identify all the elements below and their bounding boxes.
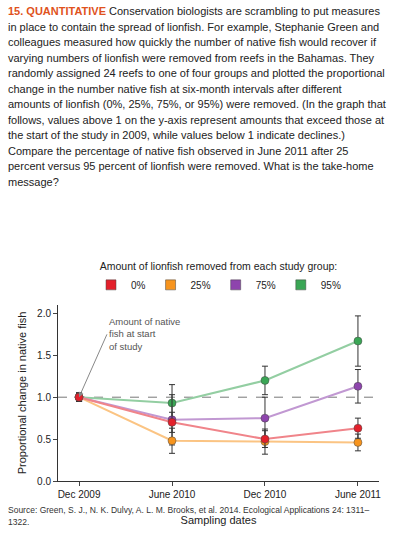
svg-text:95%: 95% [321, 280, 341, 291]
svg-text:Dec 2009: Dec 2009 [58, 489, 101, 500]
svg-text:2.0: 2.0 [37, 308, 51, 319]
svg-text:1.0: 1.0 [37, 392, 51, 403]
svg-text:June 2011: June 2011 [335, 489, 381, 500]
svg-text:June 2010: June 2010 [149, 489, 196, 500]
svg-text:Amount of nativefish at starto: Amount of nativefish at startof study [109, 316, 180, 352]
svg-text:25%: 25% [191, 280, 211, 291]
svg-text:Proportional change in native: Proportional change in native fish [16, 312, 28, 475]
svg-text:0%: 0% [131, 280, 146, 291]
svg-text:Amount of lionfish removed fro: Amount of lionfish removed from each stu… [100, 260, 338, 272]
svg-text:75%: 75% [256, 280, 276, 291]
svg-text:0.0: 0.0 [37, 476, 51, 487]
svg-text:0.5: 0.5 [37, 434, 51, 445]
svg-text:Sampling dates: Sampling dates [181, 514, 257, 526]
svg-text:1.5: 1.5 [37, 350, 51, 361]
svg-text:Dec 2010: Dec 2010 [244, 489, 287, 500]
